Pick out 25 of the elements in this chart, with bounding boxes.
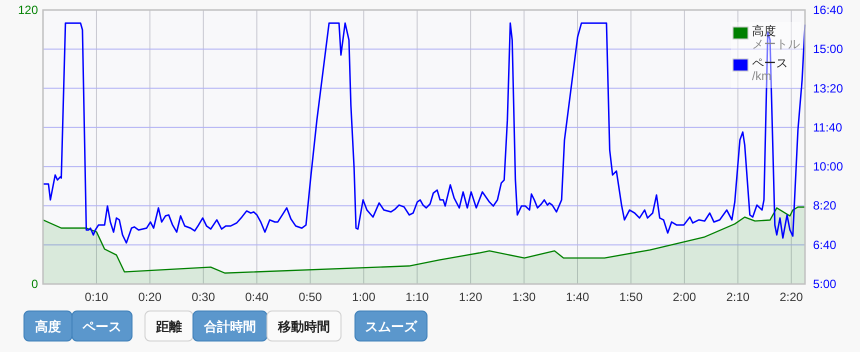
x-tick-label: 1:10 [405,290,430,304]
y2-tick-label: 15:00 [813,42,844,56]
y-tick-label: 0 [31,277,38,291]
x-tick-label: 2:20 [780,290,804,304]
legend-label: 高度 [752,24,776,38]
x-tick-label: 0:40 [245,290,269,304]
x-tick-label: 0:20 [138,290,162,304]
x-tick-label: 1:30 [512,290,536,304]
y2-tick-label: 13:20 [813,81,844,96]
x-tick-label: 1:50 [619,290,643,304]
x-tick-label: 1:20 [458,290,483,304]
y2-tick-label: 10:00 [813,160,844,174]
x-tick-label: 1:00 [352,290,376,304]
y2-tick-label: 5:00 [813,277,837,291]
x-tick-label: 0:30 [192,290,216,304]
x-tick-label: 2:00 [672,290,696,304]
y2-tick-label: 6:40 [813,238,837,252]
x-tick-label: 1:40 [566,290,590,304]
x-tick-label: 0:10 [84,290,108,304]
y-tick-label: 120 [18,3,38,17]
y2-tick-label: 11:40 [813,120,842,134]
y2-tick-label: 8:20 [813,198,837,213]
y2-tick-label: 16:40 [813,3,844,17]
x-tick-label: 0:50 [298,290,322,304]
x-tick-label: 2:10 [726,290,750,304]
